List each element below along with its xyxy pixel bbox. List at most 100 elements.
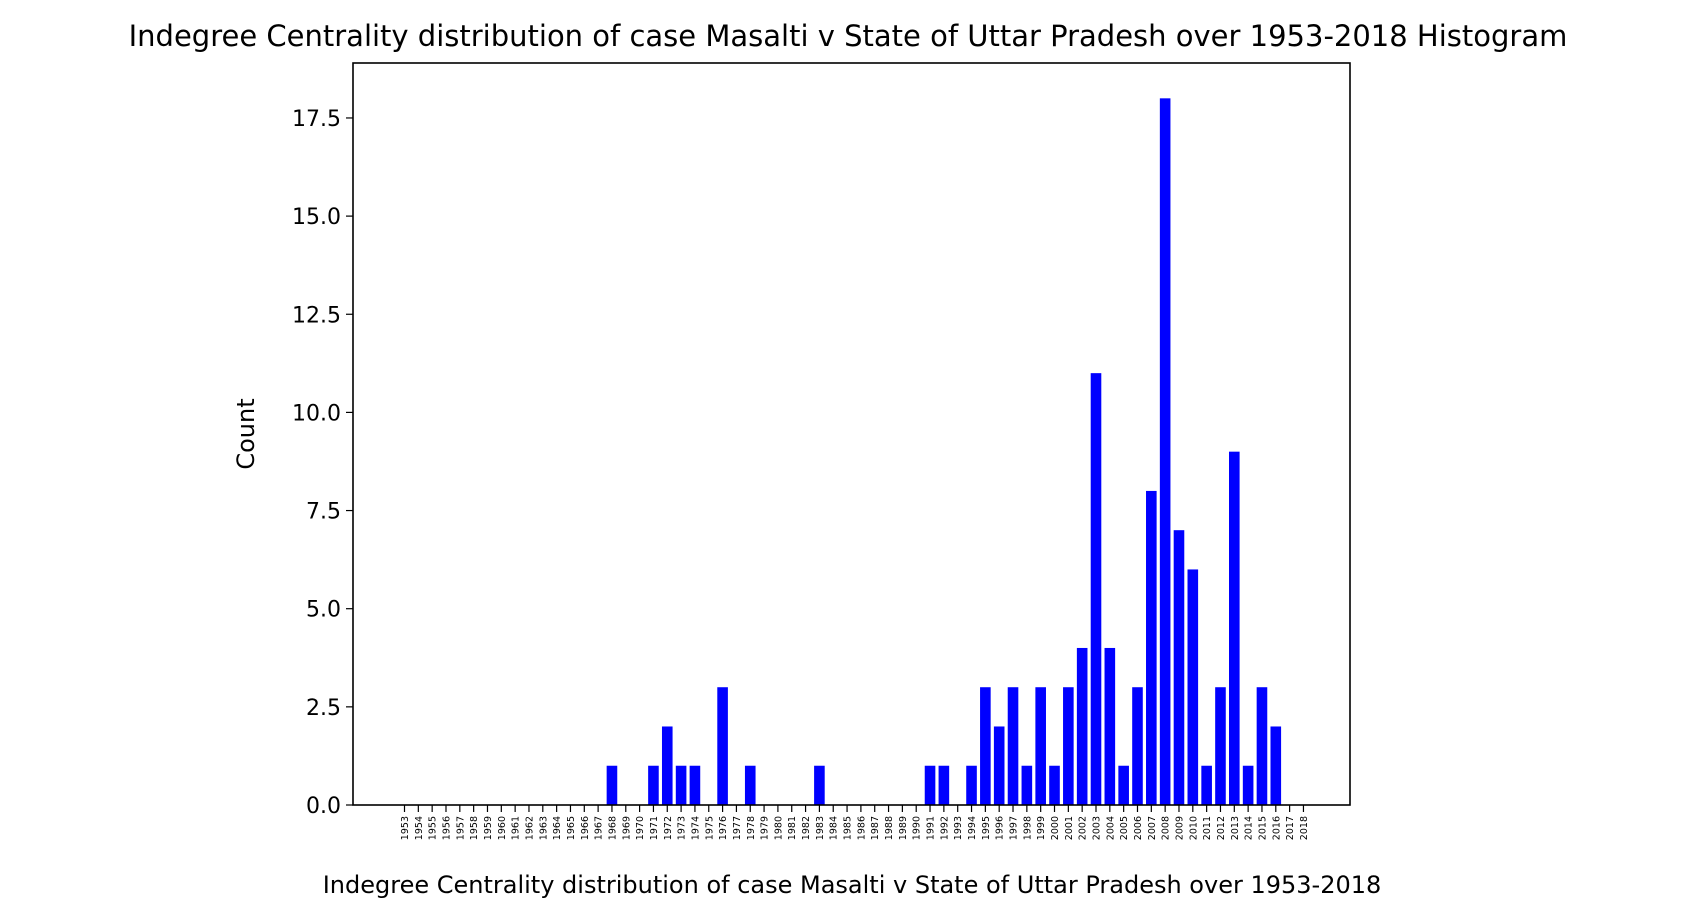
bar-2015 [1256,687,1268,805]
bar-1994 [966,765,977,805]
x-tick-label-2018: 2018 [1299,816,1310,840]
plot-frame [352,62,1351,806]
x-tick-label-1968: 1968 [607,816,618,840]
x-tick-label-1992: 1992 [939,816,950,840]
x-tick-label-1986: 1986 [856,816,867,840]
x-tick-label-1973: 1973 [677,816,688,840]
x-tick-label-1982: 1982 [801,816,812,840]
y-tick-label-0.0: 0.0 [306,794,341,819]
bar-2010 [1187,569,1199,805]
x-tick-label-1964: 1964 [552,816,563,840]
x-axis: 1953 1954 1955 1956 1957 1958 1959 1960 1961 1962… [400,805,1310,840]
x-tick-label-1960: 1960 [497,816,508,840]
x-tick-label-2015: 2015 [1257,816,1268,840]
x-tick-label-2004: 2004 [1105,816,1116,840]
x-tick-label-1988: 1988 [884,816,895,840]
x-tick-label-1997: 1997 [1009,816,1020,840]
bar-2014 [1242,765,1254,805]
x-tick-label-2012: 2012 [1216,816,1227,840]
x-tick-label-1969: 1969 [621,816,632,840]
bar-1983 [814,765,825,805]
y-tick-label-7.5: 7.5 [306,500,341,525]
x-tick-label-1953: 1953 [400,816,411,840]
x-tick-label-1998: 1998 [1022,816,1033,840]
x-tick-label-1970: 1970 [635,816,646,840]
x-tick-label-1979: 1979 [760,816,771,840]
x-tick-label-1975: 1975 [704,816,715,840]
x-tick-label-1955: 1955 [428,816,439,840]
x-tick-label-1967: 1967 [594,816,605,840]
x-tick-label-1980: 1980 [773,816,784,840]
x-tick-label-2006: 2006 [1133,816,1144,840]
x-tick-label-1989: 1989 [898,816,909,840]
bar-1968 [606,765,618,805]
x-tick-label-1966: 1966 [580,816,591,840]
bar-1991 [924,765,936,805]
x-tick-label-1957: 1957 [455,816,466,840]
x-tick-label-1990: 1990 [912,816,923,840]
bar-2002 [1076,647,1088,805]
x-axis-label: Indegree Centrality distribution of case… [323,871,1382,899]
bar-2008 [1159,98,1171,805]
y-tick-label-15.0: 15.0 [292,205,341,230]
y-tick-label-17.5: 17.5 [292,107,341,132]
x-tick-label-2008: 2008 [1161,816,1172,840]
x-tick-label-1996: 1996 [995,816,1006,840]
x-tick-label-1956: 1956 [441,816,452,840]
bar-2004 [1104,647,1116,805]
y-axis: 0.0 2.5 5.0 7.5 10.0 12.5 15.0 17.5 [292,107,353,819]
bar-2001 [1063,687,1074,805]
x-tick-label-2009: 2009 [1174,816,1185,840]
bar-1995 [980,687,991,805]
bar-1974 [689,765,701,805]
bar-1973 [675,765,687,805]
x-tick-label-1976: 1976 [718,816,729,840]
x-tick-label-1985: 1985 [843,816,854,840]
x-tick-label-1981: 1981 [787,816,798,840]
y-tick-label-2.5: 2.5 [306,696,341,721]
x-tick-label-2016: 2016 [1271,816,1282,840]
x-tick-label-2007: 2007 [1147,816,1158,840]
x-tick-label-1974: 1974 [690,816,701,840]
bar-2005 [1118,765,1129,805]
x-tick-label-1983: 1983 [815,816,826,840]
bars-group [606,98,1282,805]
bar-2000 [1049,765,1060,805]
x-tick-label-2005: 2005 [1119,816,1130,840]
y-tick-label-5.0: 5.0 [306,598,341,623]
x-tick-label-2013: 2013 [1230,816,1241,840]
bar-2012 [1215,687,1226,805]
x-tick-label-1987: 1987 [870,816,881,840]
x-tick-label-1995: 1995 [981,816,992,840]
bar-1971 [648,765,659,805]
bar-2016 [1270,726,1282,805]
x-tick-label-2014: 2014 [1244,816,1255,840]
y-tick-label-12.5: 12.5 [292,303,341,328]
x-tick-label-1977: 1977 [732,816,743,840]
x-tick-label-1965: 1965 [566,816,577,840]
bar-1976 [717,687,728,805]
bar-2007 [1146,490,1157,805]
bar-1998 [1021,765,1033,805]
bar-1997 [1007,687,1019,805]
x-tick-label-1994: 1994 [967,816,978,840]
y-tick-label-10.0: 10.0 [292,401,341,426]
x-tick-label-2002: 2002 [1078,816,1089,840]
bar-1992 [938,765,950,805]
x-tick-label-1971: 1971 [649,816,660,840]
x-tick-label-2010: 2010 [1188,816,1199,840]
y-axis-label: Count [232,398,260,469]
x-tick-label-2001: 2001 [1064,816,1075,840]
chart-title: Indegree Centrality distribution of case… [129,19,1568,53]
x-tick-label-1978: 1978 [746,816,757,840]
x-tick-label-2000: 2000 [1050,816,1061,840]
bar-1978 [744,765,756,805]
x-tick-label-1972: 1972 [663,816,674,840]
x-tick-label-1954: 1954 [414,816,425,840]
bar-2009 [1173,530,1185,805]
x-tick-label-1999: 1999 [1036,816,1047,840]
x-tick-label-1984: 1984 [829,816,840,840]
x-tick-label-1961: 1961 [511,816,522,840]
